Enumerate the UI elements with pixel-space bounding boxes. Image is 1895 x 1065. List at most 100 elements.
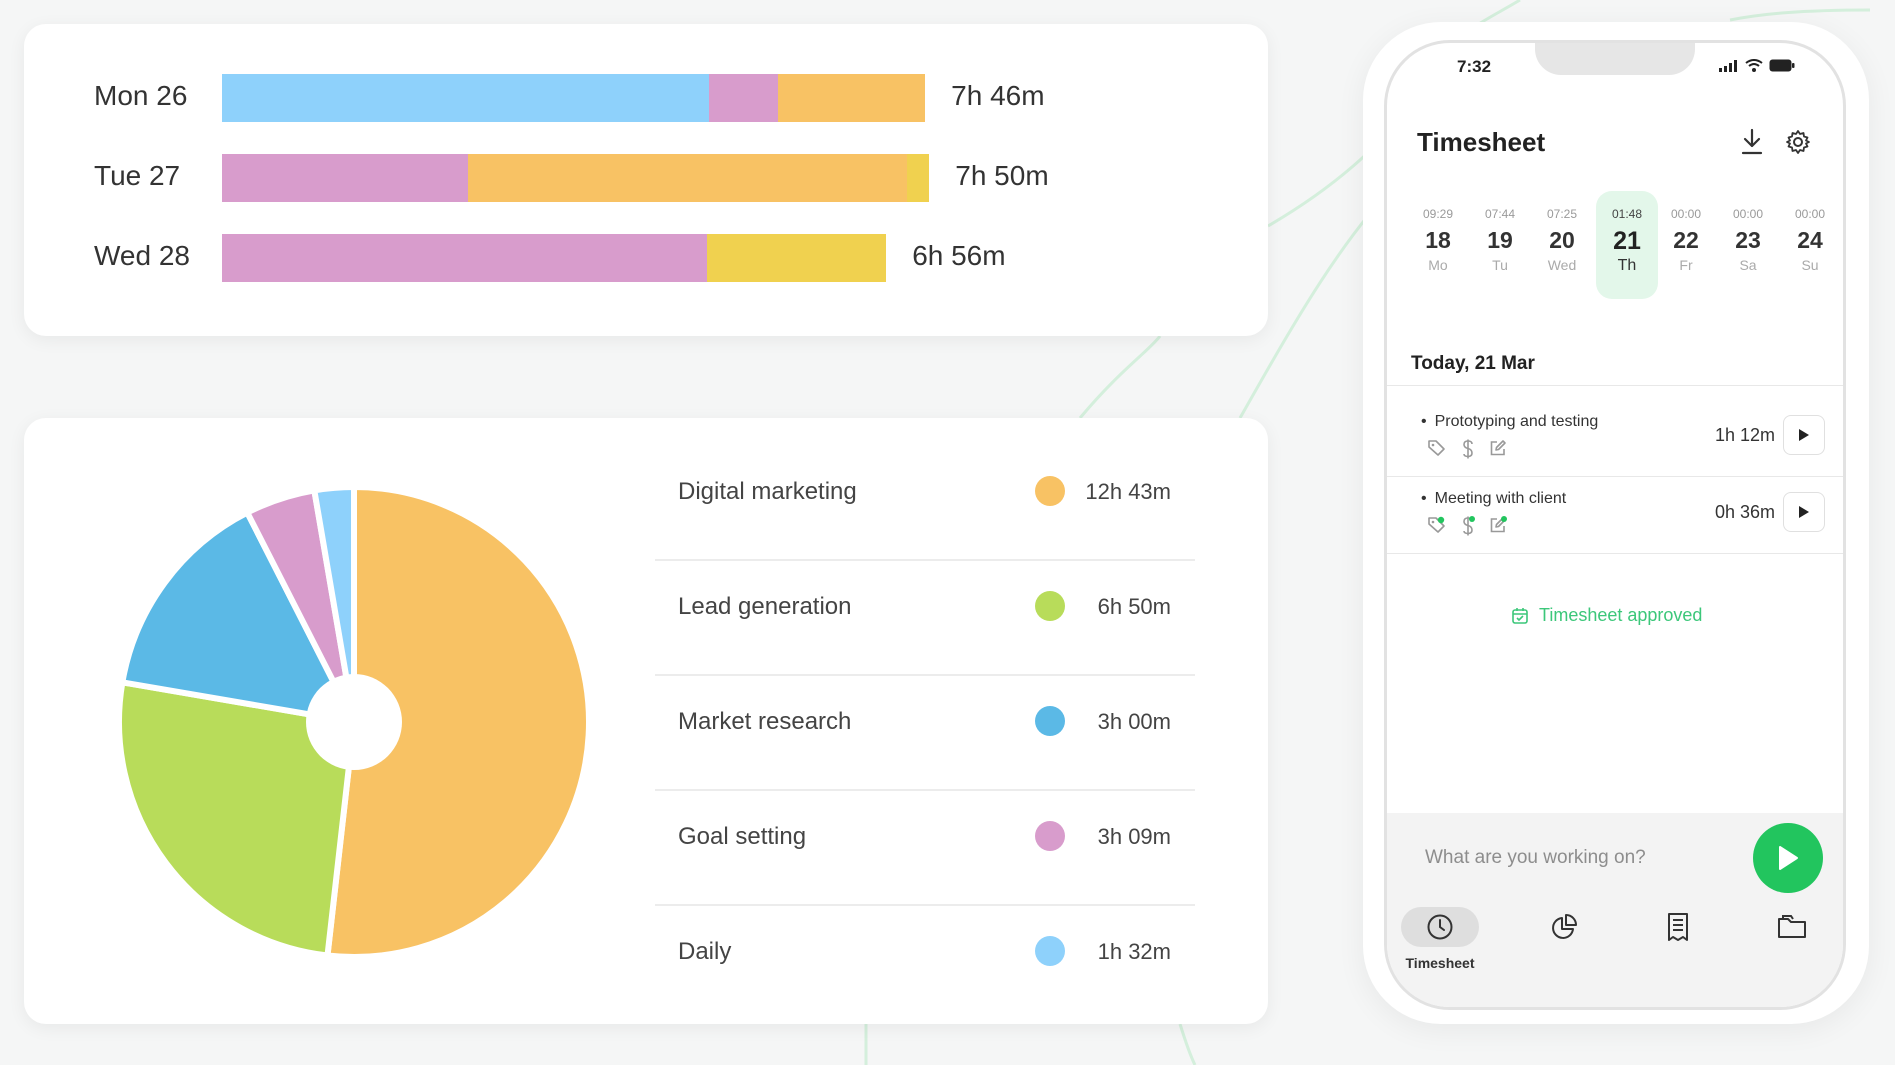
day-tracked-time: 07:44 — [1484, 207, 1516, 221]
legend-color-dot — [1035, 476, 1065, 506]
day-name: Sa — [1739, 257, 1757, 273]
page-title: Timesheet — [1417, 127, 1546, 157]
legend-project-name: Daily — [678, 938, 732, 965]
download-button[interactable] — [1735, 125, 1769, 159]
day-18[interactable]: 09:29 18 Mo — [1407, 191, 1469, 299]
day-row: Tue 27 7h 50m — [24, 154, 1268, 202]
tag-icon — [1428, 440, 1445, 456]
play-icon — [1779, 846, 1798, 870]
download-icon — [1741, 128, 1763, 155]
project-breakdown-card: Digital marketing 12h 43m Lead generation 6… — [24, 418, 1268, 1024]
week-day-selector: 09:29 18 Mo 07:44 19 Tu 07:25 20 Wed 01:48 21 Th 00:… — [1407, 191, 1827, 299]
bottom-panel: What are you working on? Timesheet — [1387, 813, 1843, 1007]
entry-edit-button[interactable] — [1489, 439, 1507, 464]
bar-segment — [222, 234, 707, 282]
status-time: 7:32 — [1457, 57, 1492, 76]
approval-status: Timesheet approved — [1511, 605, 1702, 626]
day-total: 7h 50m — [955, 160, 1049, 191]
bar-segment — [777, 74, 926, 122]
legend-project-name: Goal setting — [678, 823, 807, 850]
entry-edit-button[interactable] — [1489, 516, 1507, 541]
day-19[interactable]: 07:44 19 Tu — [1469, 191, 1531, 299]
entry-name: Meeting with client — [1421, 490, 1567, 508]
legend-divider — [655, 559, 1195, 561]
legend-divider — [655, 904, 1195, 906]
nav-projects[interactable] — [1747, 907, 1837, 947]
time-entry[interactable]: Meeting with client 0h 36m — [1387, 476, 1843, 553]
legend-row[interactable]: Goal setting 3h 09m — [655, 763, 1195, 906]
day-total: 7h 46m — [951, 80, 1045, 111]
entry-tag-button[interactable] — [1427, 439, 1447, 464]
entry-duration: 0h 36m — [1714, 502, 1775, 522]
legend-divider — [655, 789, 1195, 791]
legend-row[interactable]: Digital marketing 12h 43m — [655, 418, 1195, 561]
day-tracked-time: 01:48 — [1611, 207, 1643, 221]
pie-chart-icon — [1552, 914, 1577, 939]
legend-row[interactable]: Market research 3h 00m — [655, 648, 1195, 791]
day-label: Mon 26 — [94, 80, 188, 111]
start-timer-button[interactable] — [1753, 823, 1823, 893]
day-number: 21 — [1613, 227, 1641, 255]
legend-project-name: Lead generation — [678, 593, 852, 620]
legend-row[interactable]: Daily 1h 32m — [655, 878, 1195, 993]
day-number: 18 — [1425, 227, 1451, 253]
edit-icon — [1490, 440, 1506, 456]
billable-icon — [1463, 516, 1475, 536]
pie-center-hole — [306, 674, 402, 770]
day-name: Mo — [1428, 257, 1448, 273]
bar-segment — [222, 74, 709, 122]
folder-icon — [1778, 915, 1806, 938]
legend-color-dot — [1035, 706, 1065, 736]
time-entry[interactable]: Prototyping and testing 1h 12m — [1387, 399, 1843, 476]
edit-icon — [1490, 516, 1507, 533]
entry-billable-button[interactable] — [1461, 439, 1475, 464]
day-22[interactable]: 00:00 22 Fr — [1655, 191, 1717, 299]
settings-button[interactable] — [1781, 125, 1815, 159]
calendar-check-icon — [1512, 607, 1528, 624]
day-21[interactable]: 01:48 21 Th — [1596, 191, 1658, 299]
legend-time: 3h 09m — [1097, 824, 1171, 849]
nav-invoices[interactable] — [1633, 907, 1723, 947]
day-number: 19 — [1487, 227, 1513, 253]
wifi-icon — [1745, 59, 1763, 72]
day-23[interactable]: 00:00 23 Sa — [1717, 191, 1779, 299]
day-name: Wed — [1547, 257, 1577, 273]
nav-timesheet[interactable]: Timesheet — [1395, 907, 1485, 971]
day-name: Th — [1617, 257, 1637, 274]
divider — [1387, 476, 1843, 477]
day-bar — [222, 234, 887, 282]
gear-icon — [1786, 130, 1810, 154]
day-tracked-time: 09:29 — [1422, 207, 1454, 221]
day-name: Tu — [1492, 257, 1508, 273]
bar-segment — [222, 154, 468, 202]
day-number: 24 — [1797, 227, 1823, 253]
entry-billable-button[interactable] — [1461, 516, 1475, 541]
signal-icon — [1719, 59, 1737, 72]
entry-tag-button[interactable] — [1427, 516, 1447, 541]
day-total: 6h 56m — [912, 240, 1006, 271]
legend-row[interactable]: Lead generation 6h 50m — [655, 533, 1195, 676]
day-tracked-time: 00:00 — [1670, 207, 1702, 221]
day-20[interactable]: 07:25 20 Wed — [1531, 191, 1593, 299]
legend-project-name: Market research — [678, 708, 852, 735]
day-row: Wed 28 6h 56m — [24, 234, 1268, 282]
entry-play-button[interactable] — [1783, 415, 1825, 455]
divider — [1387, 553, 1843, 554]
nav-reports[interactable] — [1519, 907, 1609, 947]
legend-color-dot — [1035, 821, 1065, 851]
project-pie-chart — [116, 484, 592, 960]
pie-slice — [116, 679, 357, 959]
billable-icon — [1463, 439, 1473, 459]
legend-color-dot — [1035, 936, 1065, 966]
status-icons — [1719, 59, 1795, 72]
day-tracked-time: 00:00 — [1794, 207, 1826, 221]
task-input[interactable]: What are you working on? — [1425, 847, 1646, 868]
today-heading: Today, 21 Mar — [1411, 353, 1535, 374]
pie-slice — [324, 484, 592, 960]
day-tracked-time: 00:00 — [1732, 207, 1764, 221]
nav-timesheet-label: Timesheet — [1405, 955, 1475, 971]
entry-play-button[interactable] — [1783, 492, 1825, 532]
day-24[interactable]: 00:00 24 Su — [1779, 191, 1841, 299]
divider — [1387, 385, 1843, 386]
day-row: Mon 26 7h 46m — [24, 74, 1268, 122]
